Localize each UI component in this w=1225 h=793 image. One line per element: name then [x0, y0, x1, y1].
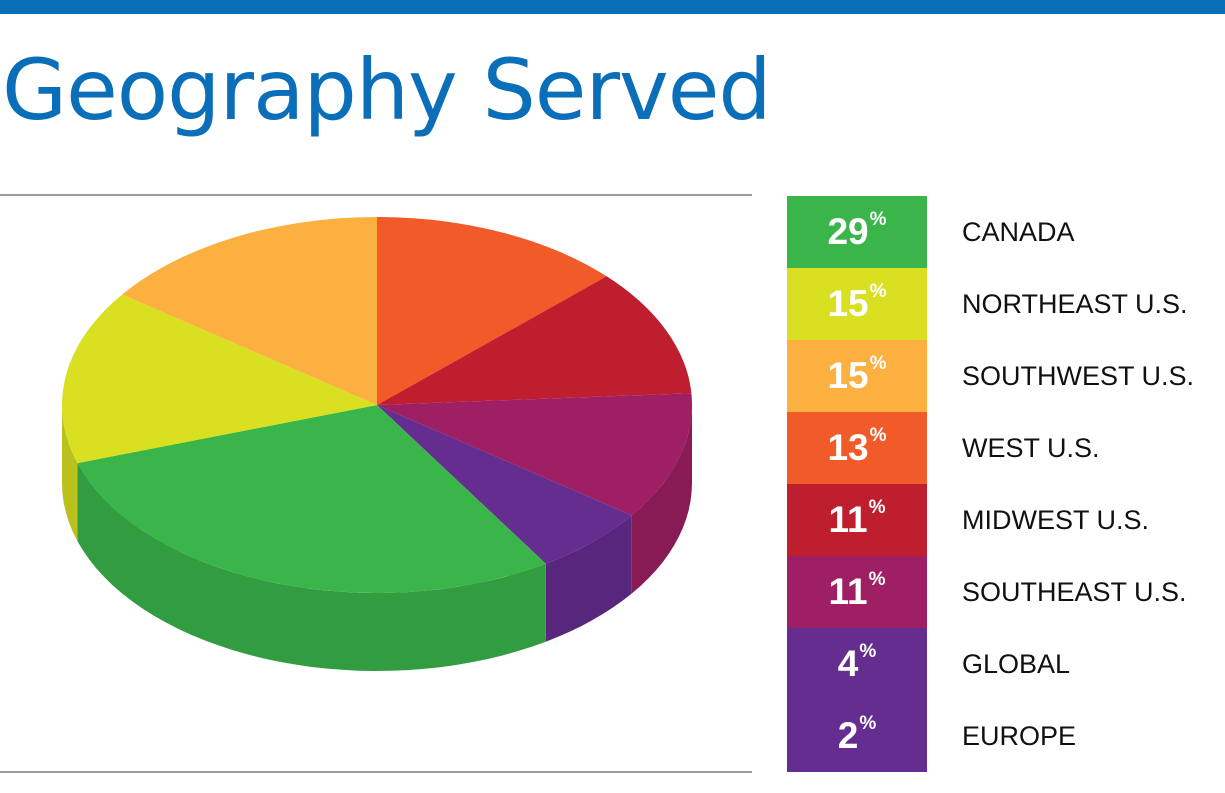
legend-value-badge: 11%: [787, 556, 927, 628]
legend-value: 4: [837, 643, 859, 684]
legend-value-badge: 4%: [787, 628, 927, 700]
pie-slice-northeast-u-s: [62, 294, 378, 464]
legend-item-midwest-u-s: 11% MIDWEST U.S.: [787, 484, 1217, 556]
legend-item-global: 4% GLOBAL: [787, 628, 1217, 700]
legend-value: 29: [827, 211, 869, 252]
pie-slice-west-u-s: [377, 217, 607, 405]
pie-side-canada: [77, 463, 546, 671]
legend-label: EUROPE: [962, 720, 1077, 751]
legend-percent-sign: %: [859, 713, 877, 734]
chart-legend: 29% CANADA 15% NORTHEAST U.S. 15% SOUTHWEST U…: [787, 196, 1217, 772]
legend-percent-sign: %: [869, 353, 887, 374]
pie-slice-canada: [77, 405, 546, 593]
legend-value-badge: 15%: [787, 340, 927, 412]
legend-value-badge: 11%: [787, 484, 927, 556]
legend-percent-sign: %: [869, 209, 887, 230]
legend-item-europe: 2% EUROPE: [787, 700, 1217, 772]
legend-percent-sign: %: [859, 641, 877, 662]
pie-slice-southwest-u-s: [122, 217, 377, 405]
legend-value-badge: 29%: [787, 196, 927, 268]
legend-percent-sign: %: [869, 425, 887, 446]
pie-side-global: [545, 515, 632, 642]
legend-value: 11: [828, 571, 868, 612]
legend-value: 15: [827, 283, 869, 324]
legend-label: WEST U.S.: [962, 432, 1100, 463]
legend-item-southwest-u-s: 15% SOUTHWEST U.S.: [787, 340, 1217, 412]
legend-percent-sign: %: [868, 569, 886, 590]
legend-value: 2: [837, 715, 859, 756]
pie-side-southeast-u-s: [631, 405, 692, 594]
legend-label: MIDWEST U.S.: [962, 504, 1150, 535]
legend-label: NORTHEAST U.S.: [962, 288, 1188, 319]
chart-divider-top: [0, 194, 752, 196]
legend-item-west-u-s: 13% WEST U.S.: [787, 412, 1217, 484]
pie-slice-midwest-u-s: [377, 276, 692, 405]
legend-item-southeast-u-s: 11% SOUTHEAST U.S.: [787, 556, 1217, 628]
pie-side-northeast-u-s: [62, 405, 78, 542]
pie-slice-global: [377, 405, 632, 564]
legend-label: CANADA: [962, 216, 1075, 247]
legend-item-canada: 29% CANADA: [787, 196, 1217, 268]
pie-chart: [62, 217, 693, 671]
legend-value-badge: 13%: [787, 412, 927, 484]
legend-percent-sign: %: [868, 497, 886, 518]
pie-slice-southeast-u-s: [377, 393, 693, 516]
legend-value: 15: [827, 355, 869, 396]
legend-label: SOUTHEAST U.S.: [962, 576, 1187, 607]
legend-value: 13: [827, 427, 869, 468]
legend-value-badge: 2%: [787, 700, 927, 772]
legend-label: GLOBAL: [962, 648, 1071, 679]
legend-label: SOUTHWEST U.S.: [962, 360, 1195, 391]
chart-divider-bottom: [0, 771, 752, 773]
legend-value-badge: 15%: [787, 268, 927, 340]
legend-percent-sign: %: [869, 281, 887, 302]
legend-item-northeast-u-s: 15% NORTHEAST U.S.: [787, 268, 1217, 340]
legend-value: 11: [828, 499, 868, 540]
page-title: Geography Served: [2, 41, 772, 139]
top-accent-bar: [0, 0, 1225, 14]
